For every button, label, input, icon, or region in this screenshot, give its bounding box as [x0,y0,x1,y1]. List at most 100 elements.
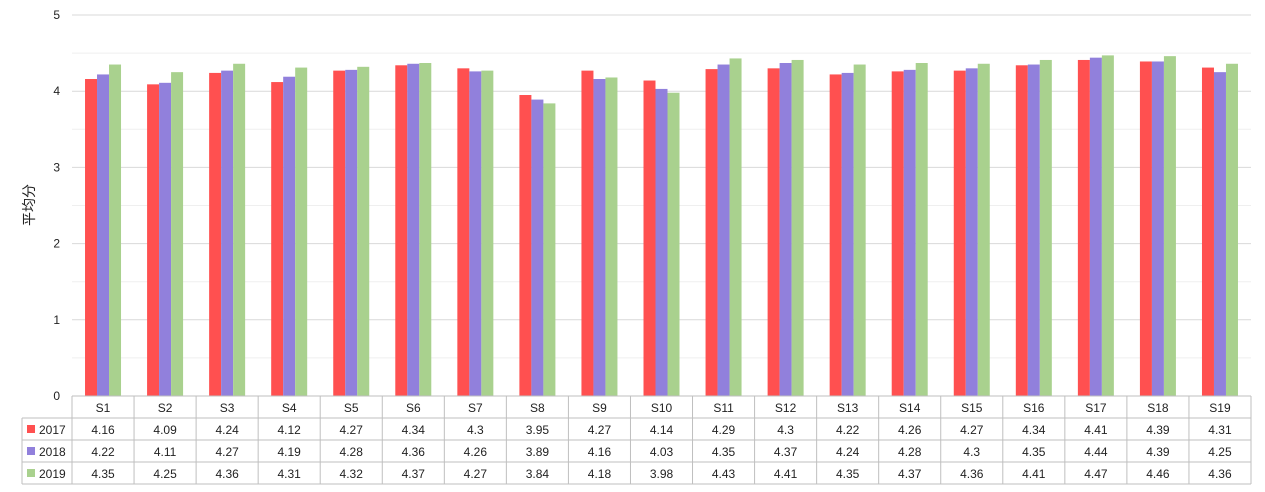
table-value-cell: 4.25 [1208,445,1232,459]
table-value-cell: 4.24 [215,423,239,437]
bar-2018-S2 [159,82,172,397]
table-value-cell: 3.84 [526,467,550,481]
bar-2019-S4 [295,67,308,396]
table-value-cell: 4.34 [1022,423,1046,437]
bar-2017-S1 [85,79,98,397]
bar-2018-S11 [717,64,730,396]
x-tick-label: S19 [1209,401,1231,415]
table-value-cell: 4.47 [1084,467,1108,481]
bar-2018-S7 [469,71,482,396]
table-value-cell: 3.98 [650,467,674,481]
bar-2019-S8 [543,103,556,396]
y-tick-label: 0 [53,389,60,403]
bars [85,55,1238,397]
bar-2018-S9 [593,79,606,397]
data-table: S1 S2 S3 S4 S5 S6 S7 S8 S9 S10 S11 S12 S13 S14 S15 S16 S… [21,395,1252,485]
table-value-cell: 4.36 [960,467,984,481]
table-value-cell: 4.31 [278,467,302,481]
table-value-cell: 4.27 [215,445,239,459]
table-value-cell: 3.89 [526,445,550,459]
bar-2018-S14 [903,69,916,396]
bar-2018-S13 [841,72,854,397]
x-tick-label: S16 [1023,401,1045,415]
table-value-cell: 4.24 [836,445,860,459]
table-value-cell: 4.29 [712,423,736,437]
bar-2017-S19 [1201,67,1214,396]
legend-label: 2019 [39,467,66,481]
x-tick-label: S14 [899,401,921,415]
bar-2019-S14 [915,63,928,396]
bar-2019-S16 [1039,59,1052,396]
table-value-cell: 4.22 [836,423,860,437]
bar-2019-S1 [109,64,122,396]
bar-2018-S4 [283,76,296,397]
table-value-cell: 4.18 [588,467,612,481]
bar-2017-S9 [581,70,594,396]
table-value-cell: 3.95 [526,423,550,437]
bar-2017-S8 [519,95,532,396]
y-tick-label: 1 [53,313,60,327]
table-value-cell: 4.35 [712,445,736,459]
table-value-cell: 4.31 [1208,423,1232,437]
bar-2018-S8 [531,99,544,396]
legend-label: 2017 [39,423,66,437]
table-value-cell: 4.41 [774,467,798,481]
bar-2017-S12 [767,68,780,396]
table-value-cell: 4.16 [91,423,115,437]
bar-2017-S5 [333,70,346,396]
bar-2019-S9 [605,77,618,396]
y-tick-label: 4 [53,84,60,98]
table-value-cell: 4.26 [898,423,922,437]
x-tick-label: S7 [468,401,483,415]
bar-2019-S11 [729,58,742,397]
table-value-cell: 4.34 [402,423,426,437]
bar-2019-S10 [667,92,680,396]
table-value-cell: 4.27 [960,423,984,437]
y-tick-label: 5 [53,8,60,22]
bar-2018-S5 [345,69,358,396]
table-value-cell: 4.25 [153,467,177,481]
x-tick-label: S18 [1147,401,1169,415]
legend-key-2019 [27,469,35,477]
table-value-cell: 4.39 [1146,445,1170,459]
x-tick-label: S1 [96,401,111,415]
table-value-cell: 4.41 [1022,467,1046,481]
table-value-cell: 4.09 [153,423,177,437]
y-axis: 0 1 2 3 4 5 [53,8,60,403]
table-value-cell: 4.03 [650,445,674,459]
y-tick-label: 3 [53,160,60,174]
bar-2017-S14 [891,71,904,396]
table-value-cell: 4.28 [898,445,922,459]
table-value-cell: 4.39 [1146,423,1170,437]
table-value-cell: 4.35 [1022,445,1046,459]
bar-2018-S16 [1027,64,1040,396]
bar-2017-S15 [953,70,966,396]
bar-2019-S17 [1101,55,1114,397]
bar-2019-S3 [233,63,246,396]
bar-2017-S2 [147,84,160,396]
table-value-cell: 4.37 [774,445,798,459]
bar-2017-S3 [209,72,222,397]
table-value-cell: 4.22 [91,445,115,459]
table-value-cell: 4.35 [836,467,860,481]
bar-2019-S13 [853,64,866,396]
bar-2017-S18 [1139,61,1152,397]
table-value-cell: 4.28 [340,445,364,459]
table-value-cell: 4.3 [777,423,794,437]
bar-2018-S19 [1213,72,1226,397]
x-tick-label: S8 [530,401,545,415]
bar-2019-S5 [357,66,370,396]
bar-2018-S3 [221,70,234,396]
bar-2017-S16 [1015,65,1028,397]
bar-2018-S1 [97,74,110,396]
bar-2019-S15 [977,63,990,396]
bar-2017-S13 [829,74,842,396]
table-value-cell: 4.26 [464,445,488,459]
table-value-cell: 4.27 [588,423,612,437]
table-value-cell: 4.12 [278,423,302,437]
bar-2017-S7 [457,68,470,396]
table-value-cell: 4.27 [464,467,488,481]
table-value-cell: 4.11 [154,445,177,459]
bar-2019-S2 [171,72,184,397]
